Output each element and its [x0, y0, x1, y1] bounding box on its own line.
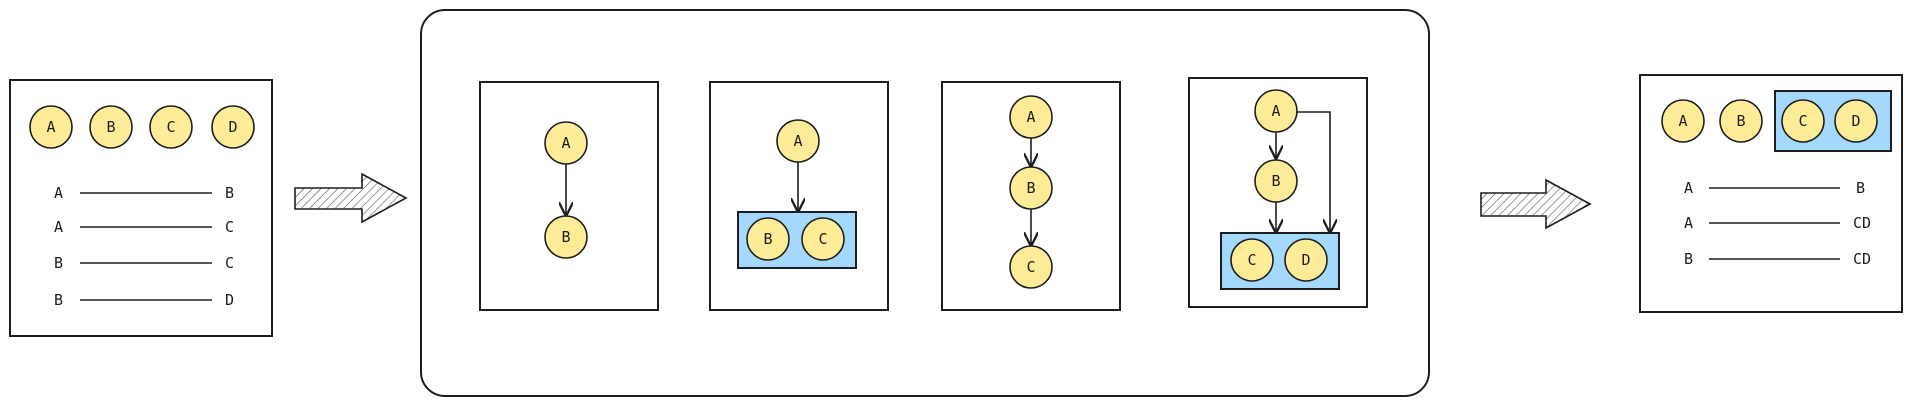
step-2-box: A B C — [709, 81, 889, 311]
node-label: A — [1271, 102, 1280, 120]
node-label: C — [1247, 251, 1256, 269]
step4-node-a: A — [1254, 89, 1298, 133]
edge-to: C — [225, 254, 234, 272]
node-label: B — [106, 118, 115, 136]
node-label: B — [561, 228, 570, 246]
input-node-d: D — [211, 105, 255, 149]
input-edge-row: A C — [54, 218, 234, 236]
node-label: A — [561, 134, 570, 152]
node-label: C — [1026, 258, 1035, 276]
output-node-a: A — [1661, 99, 1705, 143]
input-edge-row: B D — [54, 291, 234, 309]
step-frame — [479, 81, 659, 311]
step-4-box: A B C D — [1188, 77, 1368, 308]
edge-arrow — [1297, 111, 1330, 232]
output-edge-row: A B — [1684, 179, 1865, 197]
flow-arrow-right — [1480, 178, 1592, 230]
step3-node-c: C — [1009, 245, 1053, 289]
edge-from: B — [54, 291, 63, 309]
input-edge-row: B C — [54, 254, 234, 272]
step3-node-b: B — [1009, 166, 1053, 210]
edge-from: A — [54, 184, 63, 202]
step-1-box: A B — [479, 81, 659, 311]
output-edge-row: A CD — [1684, 214, 1871, 232]
node-label: D — [1301, 251, 1310, 269]
node-label: B — [1271, 172, 1280, 190]
edge-from: A — [1684, 214, 1693, 232]
edge-to: B — [1856, 179, 1865, 197]
output-edge-row: B CD — [1684, 250, 1871, 268]
step4-node-c: C — [1230, 238, 1274, 282]
step2-node-b: B — [746, 217, 790, 261]
edge-to: C — [225, 218, 234, 236]
step2-node-a: A — [776, 119, 820, 163]
node-label: A — [1026, 108, 1035, 126]
node-label: A — [1678, 112, 1687, 130]
node-label: D — [1851, 112, 1860, 130]
node-label: C — [1798, 112, 1807, 130]
step1-node-b: B — [544, 215, 588, 259]
node-label: C — [818, 230, 827, 248]
process-panel: A B A B C — [420, 9, 1430, 397]
edge-to: CD — [1853, 250, 1871, 268]
edge-from: B — [54, 254, 63, 272]
edge-to: CD — [1853, 214, 1871, 232]
input-node-c: C — [149, 105, 193, 149]
node-label: A — [793, 132, 802, 150]
step4-node-b: B — [1254, 159, 1298, 203]
output-node-c: C — [1781, 99, 1825, 143]
edge-to: D — [225, 291, 234, 309]
node-label: B — [1026, 179, 1035, 197]
process-panel-frame — [420, 9, 1430, 397]
step-frame — [709, 81, 889, 311]
node-label: C — [166, 118, 175, 136]
output-node-b: B — [1719, 99, 1763, 143]
flow-arrow-left — [294, 172, 408, 224]
output-node-d: D — [1834, 99, 1878, 143]
input-edge-row: A B — [54, 184, 234, 202]
edge-from: B — [1684, 250, 1693, 268]
node-label: A — [46, 118, 55, 136]
node-label: D — [228, 118, 237, 136]
edge-to: B — [225, 184, 234, 202]
step-3-box: A B C — [941, 81, 1121, 311]
edge-from: A — [1684, 179, 1693, 197]
step4-node-d: D — [1284, 238, 1328, 282]
step2-node-c: C — [801, 217, 845, 261]
input-node-a: A — [29, 105, 73, 149]
input-node-b: B — [89, 105, 133, 149]
step1-node-a: A — [544, 121, 588, 165]
input-panel: A B C D A B A C B C B — [9, 79, 273, 337]
edge-from: A — [54, 218, 63, 236]
node-label: B — [1736, 112, 1745, 130]
output-panel: A B C D A B A CD B CD — [1639, 74, 1903, 313]
step3-node-a: A — [1009, 95, 1053, 139]
node-label: B — [763, 230, 772, 248]
